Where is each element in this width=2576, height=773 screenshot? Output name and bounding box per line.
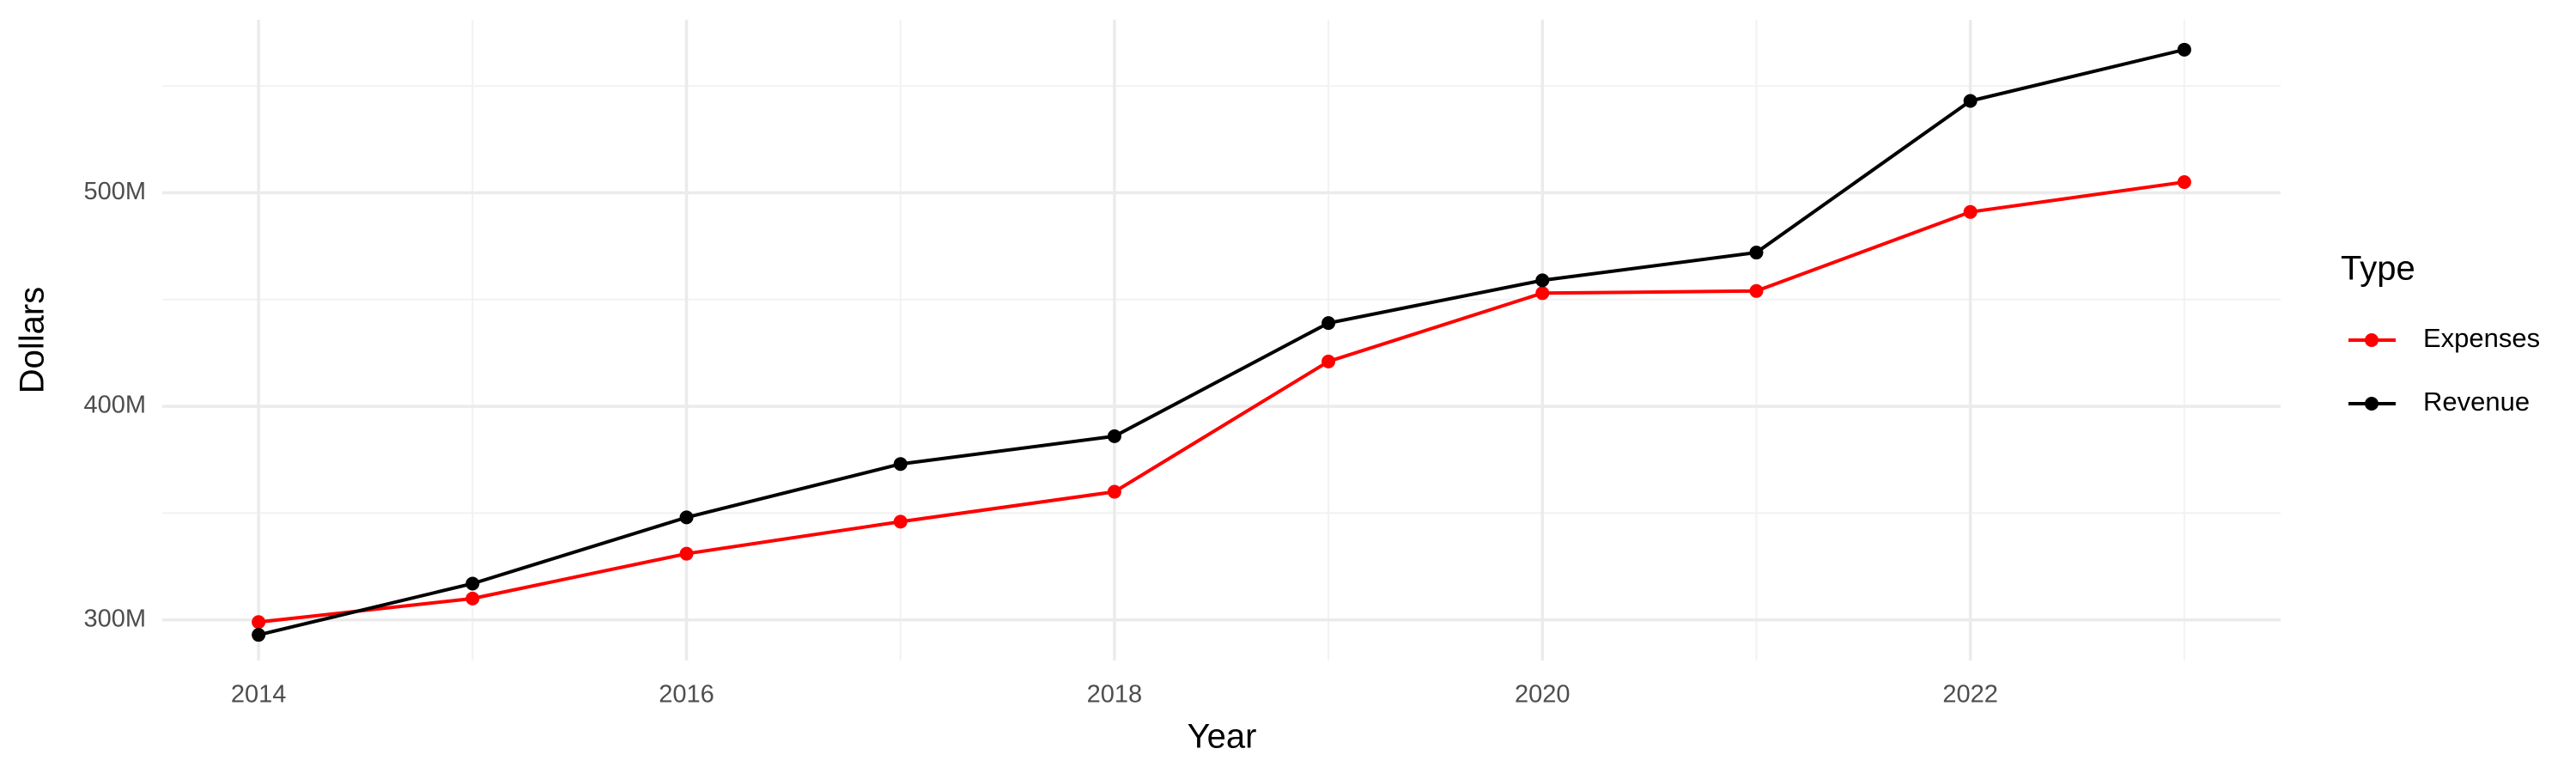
y-tick-label: 400M (83, 392, 146, 419)
data-point (1749, 246, 1764, 260)
legend-point (2365, 397, 2379, 411)
data-point (465, 576, 480, 591)
data-point (893, 514, 908, 529)
series-line (258, 180, 2185, 624)
data-point (252, 628, 266, 642)
data-point (1321, 354, 1336, 368)
y-tick-label: 500M (83, 178, 146, 205)
data-point (1749, 283, 1764, 298)
x-tick-label: 2014 (231, 681, 287, 709)
data-point (252, 615, 266, 630)
data-point (679, 546, 694, 561)
data-point (465, 591, 480, 606)
legend-label: Expenses (2423, 323, 2540, 353)
x-tick-label: 2018 (1087, 681, 1143, 709)
data-point (1535, 273, 1550, 288)
data-point (2177, 42, 2191, 57)
y-tick-label: 300M (83, 605, 146, 632)
data-point (679, 510, 694, 525)
x-tick-label: 2022 (1942, 681, 1998, 709)
legend-title: Type (2341, 250, 2415, 288)
legend-point (2365, 333, 2379, 347)
series-line (258, 47, 2185, 637)
data-point (1107, 484, 1121, 499)
data-point (1535, 286, 1550, 301)
data-point (2177, 174, 2191, 189)
data-point (893, 457, 908, 472)
legend-label: Revenue (2423, 386, 2530, 417)
x-axis-title: Year (1188, 718, 1257, 756)
data-point (1963, 204, 1978, 219)
data-point (1963, 94, 1978, 108)
data-point (1107, 429, 1121, 443)
y-axis-title: Dollars (14, 287, 52, 393)
x-tick-label: 2020 (1515, 681, 1571, 709)
data-point (1321, 316, 1336, 331)
x-tick-label: 2016 (659, 681, 714, 709)
